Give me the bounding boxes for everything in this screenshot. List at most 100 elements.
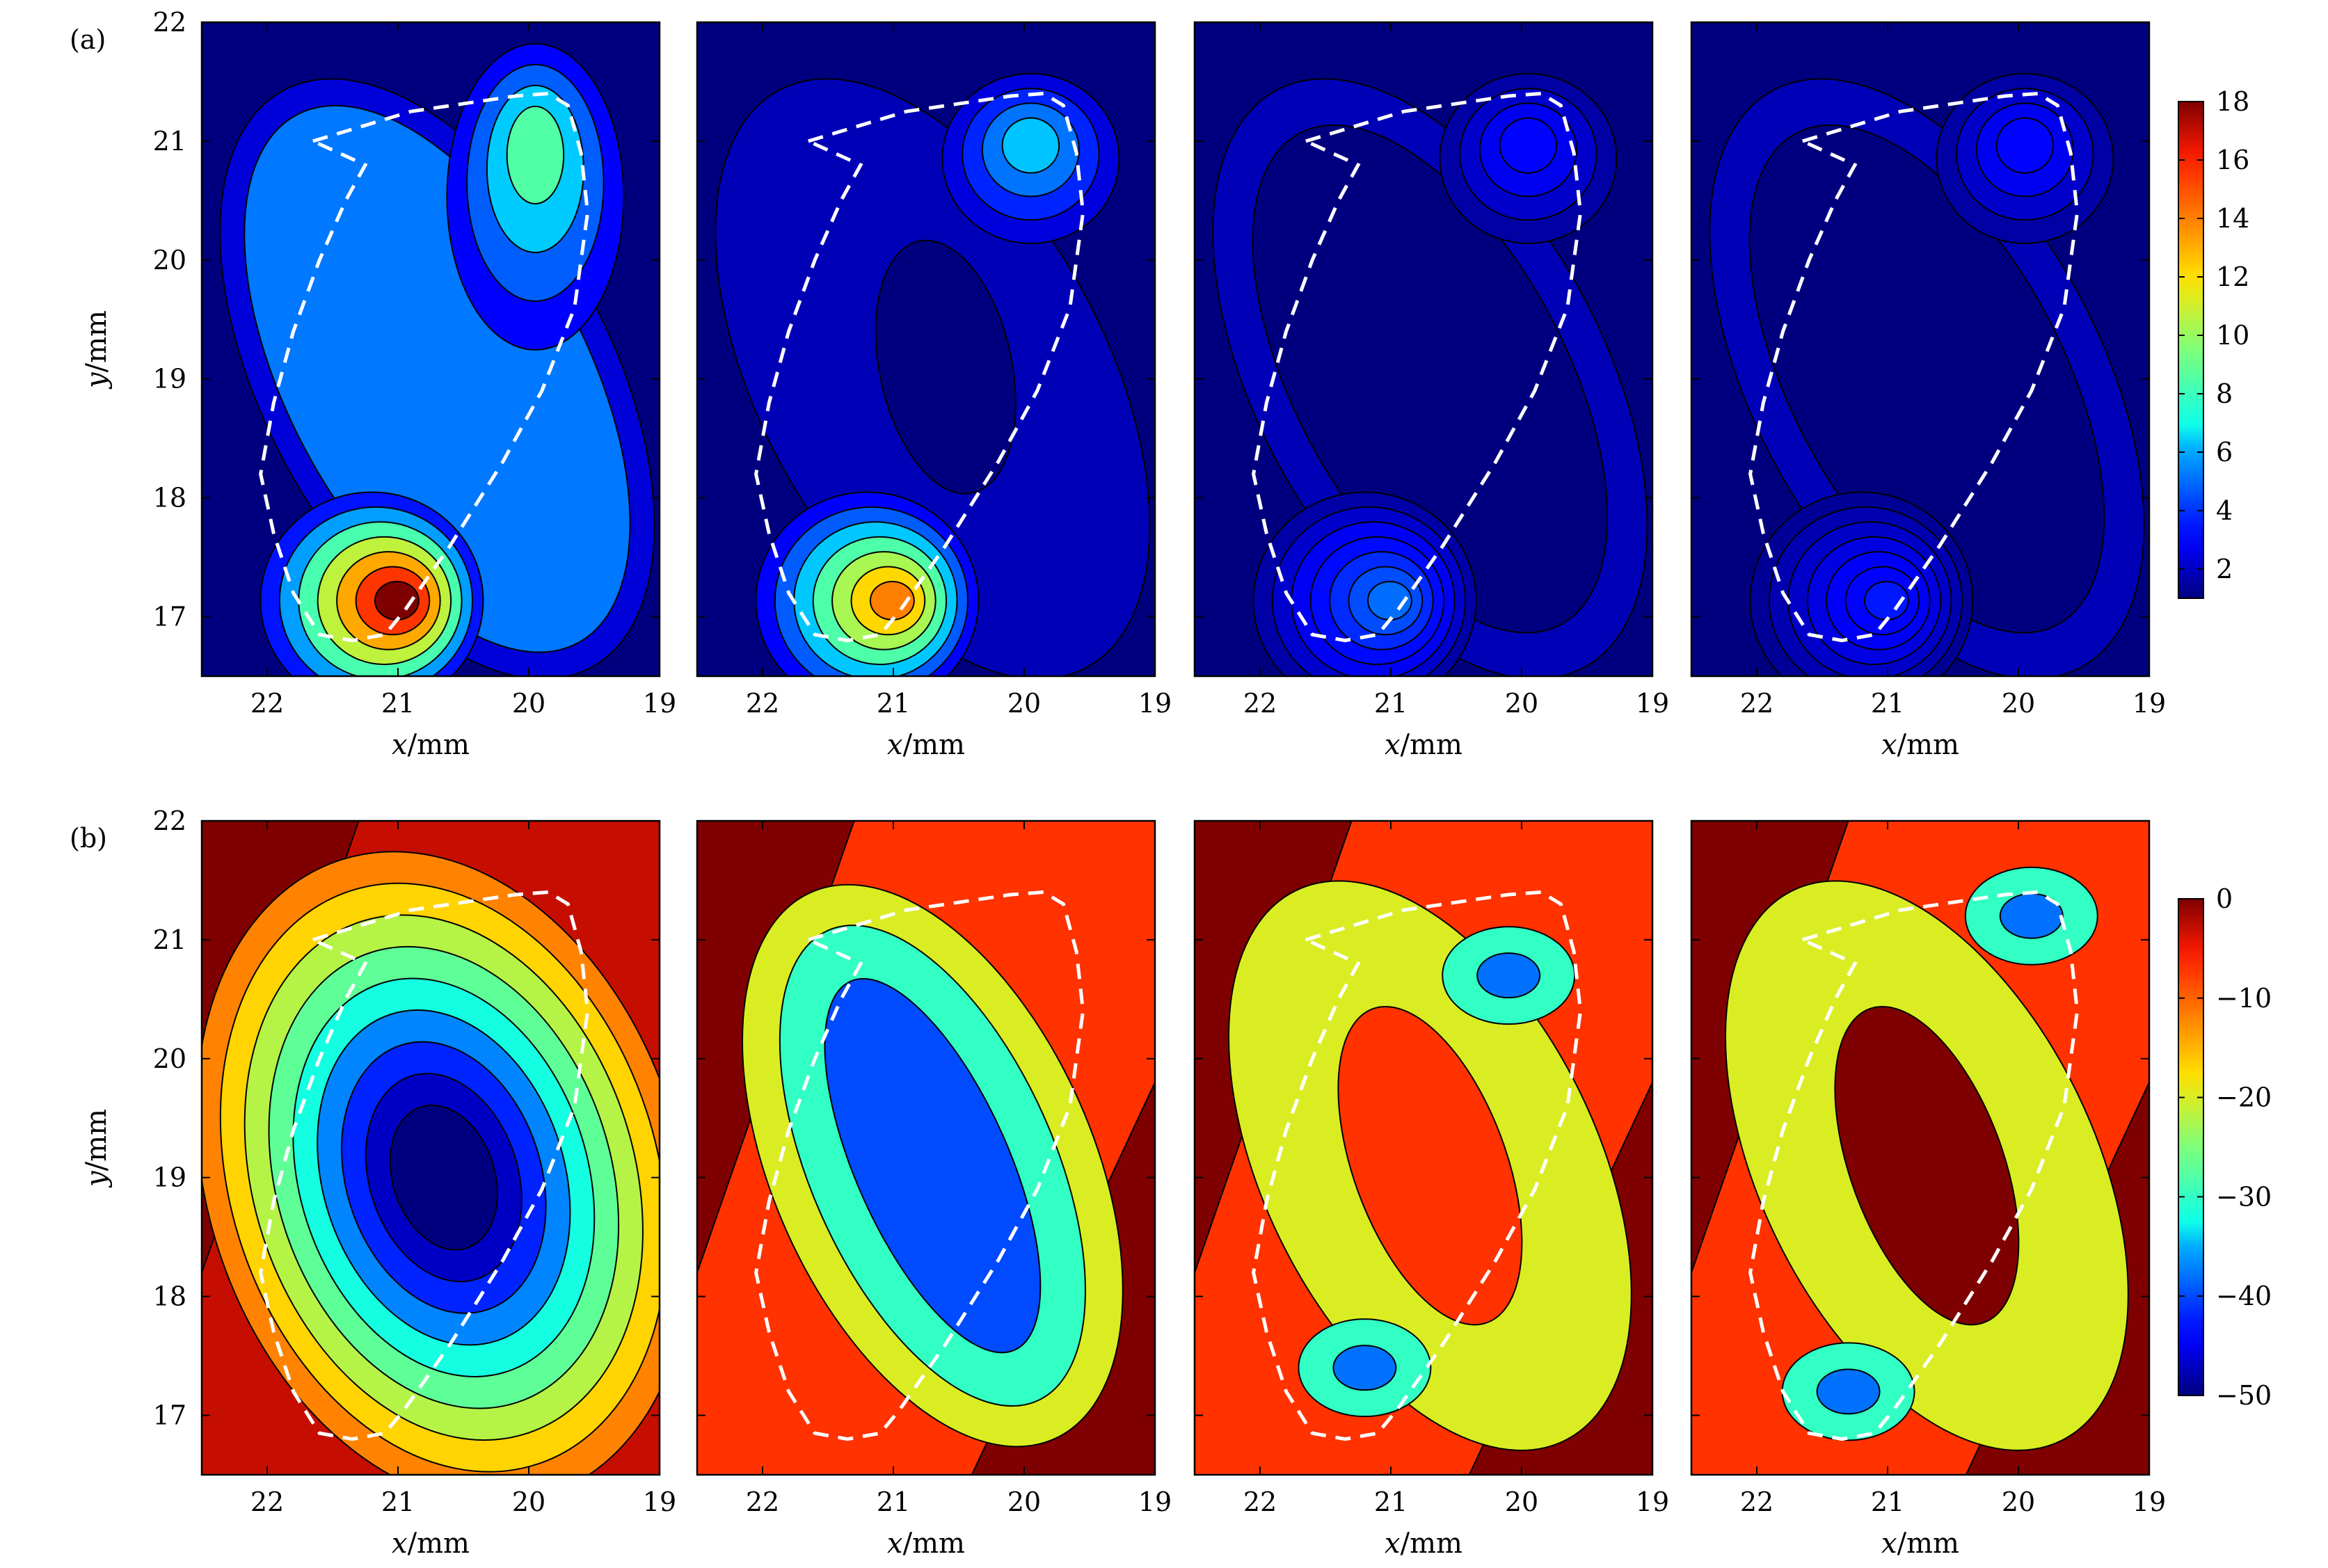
y-tick-label: 20: [153, 1043, 186, 1074]
colorbar-tick-label: −10: [2216, 983, 2272, 1014]
boundary-outline: [1252, 91, 1583, 643]
contour-level: [1816, 1368, 1881, 1415]
x-tick-label: 21: [877, 688, 910, 719]
heatmap-content: [1691, 821, 2149, 1475]
colorbar-tick-label: 16: [2216, 145, 2249, 175]
x-tick-label: 20: [2002, 688, 2035, 719]
y-tick-label: 17: [153, 602, 186, 632]
contour-level: [1499, 117, 1558, 174]
axes-frame: [1193, 819, 1654, 1476]
boundary-outline: [754, 890, 1085, 1441]
x-tick-label: 22: [746, 1487, 779, 1517]
heatmap-content: [202, 22, 660, 676]
x-tick-label: 20: [1007, 688, 1041, 719]
subplot-b-3: 22 21 20 19 x/mm: [1193, 819, 1669, 1560]
row-b-phase-maps: (b) 22 21 20 19 17 18 19 20 21 22 x/mm y/mm 22 21 20 19 x…: [70, 806, 2272, 1560]
subplot-a-2: 22 21 20 19 x/mm: [696, 21, 1172, 761]
y-tick-label: 19: [153, 364, 186, 394]
y-tick-label: 17: [153, 1400, 186, 1431]
colorbar-tick-label: 6: [2216, 437, 2233, 467]
x-axis-label: x/mm: [887, 1528, 965, 1560]
y-tick-label: 18: [153, 483, 186, 513]
heatmap-content: [697, 22, 1155, 676]
contour-level: [1252, 124, 1609, 634]
x-tick-label: 19: [1138, 688, 1172, 719]
colorbar-tick-label: 4: [2216, 495, 2233, 526]
contour-level: [1001, 117, 1060, 174]
y-tick-label: 22: [153, 806, 186, 836]
axes-frame: [200, 819, 661, 1476]
x-axis-label: x/mm: [392, 729, 470, 761]
contour-level: [1995, 117, 2055, 174]
axes-frame: [1690, 819, 2151, 1476]
colorbar-tick-label: −50: [2216, 1380, 2272, 1411]
subplot-a-1: 22 21 20 19 17 18 19 20 21 22 x/mm y/mm: [81, 7, 676, 761]
colorbar-tick-label: 12: [2216, 262, 2249, 292]
row-a-intensity-maps: (a) 22 21 20 19 17 18 19 20 21 22 x/mm y/mm 22 21 20 19 x…: [70, 7, 2249, 761]
heatmap-content: [1691, 22, 2149, 676]
x-axis-label: x/mm: [887, 729, 965, 761]
y-tick-label: 20: [153, 245, 186, 275]
x-axis-label: x/mm: [392, 1528, 470, 1560]
subplot-a-4: 22 21 20 19 x/mm: [1690, 21, 2166, 761]
x-tick-label: 19: [2132, 1487, 2166, 1517]
x-tick-label: 19: [1636, 1487, 1669, 1517]
x-tick-label: 22: [1740, 1487, 1773, 1517]
y-axis-label: y/mm: [81, 1109, 113, 1188]
panel-label: (a): [70, 24, 106, 55]
axes-frame: [1193, 21, 1654, 678]
axes-frame: [696, 21, 1156, 678]
contour-level: [506, 105, 565, 205]
contour-level: [824, 977, 1042, 1354]
colorbar-tick-label: 18: [2216, 86, 2249, 117]
colorbar-tick-label: −40: [2216, 1281, 2272, 1311]
y-tick-label: 18: [153, 1281, 186, 1312]
x-axis-label: x/mm: [1881, 1528, 1959, 1560]
x-tick-label: 22: [250, 688, 284, 719]
x-tick-label: 21: [1871, 1487, 1904, 1517]
axes-frame: [200, 21, 661, 678]
contour-level: [1332, 1345, 1397, 1391]
colorbar-tick-label: −30: [2216, 1181, 2272, 1212]
panel-label: (b): [70, 823, 107, 854]
x-tick-label: 19: [643, 1487, 676, 1517]
contour-level: [1748, 124, 2105, 634]
boundary-outline: [754, 91, 1085, 643]
x-tick-label: 20: [2002, 1487, 2035, 1517]
x-tick-label: 21: [381, 688, 415, 719]
y-tick-label: 22: [153, 7, 186, 38]
subplot-b-4: 22 21 20 19 x/mm: [1690, 819, 2166, 1560]
y-tick-label: 19: [153, 1162, 186, 1193]
x-tick-label: 20: [512, 688, 545, 719]
boundary-outline: [259, 91, 590, 643]
x-tick-label: 21: [1374, 688, 1408, 719]
heatmap-content: [697, 821, 1155, 1475]
contour-level: [1834, 1005, 2020, 1326]
contour-level: [1337, 1005, 1523, 1326]
x-axis-label: x/mm: [1385, 729, 1462, 761]
x-tick-label: 20: [1505, 1487, 1538, 1517]
boundary-outline: [1748, 91, 2080, 643]
x-tick-label: 22: [1243, 1487, 1277, 1517]
boundary-outline: [1252, 890, 1583, 1441]
x-tick-label: 19: [2132, 688, 2166, 719]
contour-level: [389, 1104, 498, 1251]
x-tick-label: 21: [381, 1487, 415, 1517]
colorbar-tick-label: −20: [2216, 1082, 2272, 1113]
x-tick-label: 21: [1374, 1487, 1408, 1517]
subplot-a-3: 22 21 20 19 x/mm: [1193, 21, 1669, 761]
heatmap-content: [202, 821, 660, 1475]
colorbar: [2178, 898, 2204, 1396]
colorbar-tick-label: 0: [2216, 883, 2233, 914]
x-tick-label: 21: [1871, 688, 1904, 719]
x-axis-label: x/mm: [1385, 1528, 1462, 1560]
x-tick-label: 21: [877, 1487, 910, 1517]
x-tick-label: 19: [1636, 688, 1669, 719]
subplot-b-1: 22 21 20 19 17 18 19 20 21 22 x/mm y/mm: [81, 806, 676, 1560]
colorbar-tick-label: 8: [2216, 378, 2233, 409]
heatmap-content: [1195, 22, 1652, 676]
x-tick-label: 19: [1138, 1487, 1172, 1517]
y-tick-label: 21: [153, 925, 186, 955]
axes-frame: [1690, 21, 2151, 678]
